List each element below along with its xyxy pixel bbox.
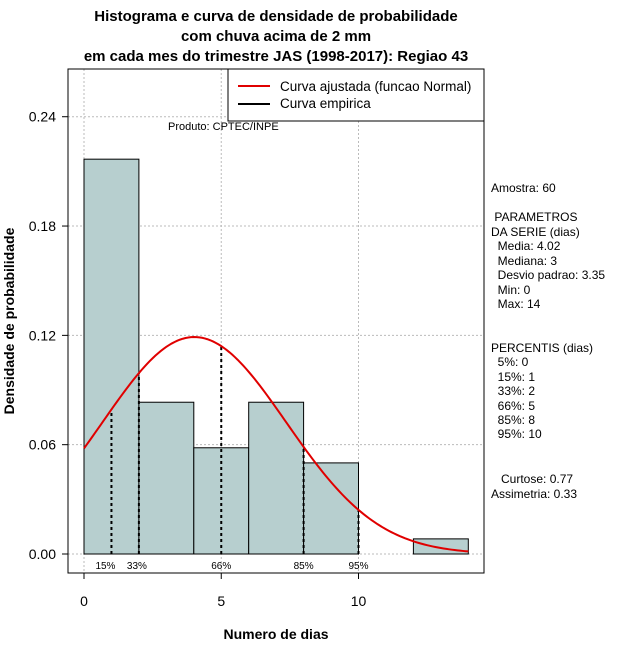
histogram-bars: [83, 158, 469, 555]
chart-title-line-3: em cada mes do trimestre JAS (1998-2017)…: [84, 48, 468, 65]
stat-line: Assimetria: 0.33: [491, 487, 577, 501]
stat-line: 33%: 2: [491, 384, 535, 398]
x-tick-label: 10: [351, 593, 367, 609]
normal-fit-curve: [83, 336, 469, 553]
y-axis-title: Densidade de probabilidade: [1, 227, 17, 414]
histogram-bar: [248, 401, 305, 555]
legend-label-empirical: Curva empirica: [280, 96, 371, 111]
percentile-label: 15%: [95, 561, 115, 572]
stat-line: Mediana: 3: [491, 254, 557, 268]
chart-title-line-1: Histograma e curva de densidade de proba…: [94, 8, 457, 25]
stat-line: Max: 14: [491, 297, 541, 311]
product-annotation: Produto: CPTEC/INPE: [168, 121, 279, 133]
stat-line: 5%: 0: [491, 355, 529, 369]
histogram-bar: [412, 538, 469, 555]
stat-line: Media: 4.02: [491, 239, 561, 253]
y-tick-label: 0.24: [29, 109, 56, 125]
stat-line: DA SERIE (dias): [491, 225, 580, 239]
percentile-label: 85%: [294, 561, 314, 572]
y-axis: 0.00 0.06 0.12 0.18 0.24: [29, 109, 68, 562]
stat-line: PARAMETROS: [491, 210, 577, 224]
chart-title-line-2: com chuva acima de 2 mm: [181, 28, 371, 45]
stat-line: 85%: 8: [491, 413, 535, 427]
histogram-bar: [83, 158, 140, 555]
x-tick-label: 5: [217, 593, 225, 609]
stat-line: Min: 0: [491, 283, 531, 297]
y-tick-label: 0.00: [29, 546, 56, 562]
x-tick-label: 0: [80, 593, 88, 609]
stat-line: Desvio padrao: 3.35: [491, 268, 605, 282]
histogram-bar: [138, 401, 195, 555]
percentile-markers: 15% 33% 66% 85% 95%: [95, 346, 369, 572]
stat-line: 95%: 10: [491, 427, 542, 441]
histogram-bar: [193, 447, 250, 555]
y-tick-label: 0.06: [29, 437, 56, 453]
stat-line: 66%: 5: [491, 399, 535, 413]
y-tick-label: 0.18: [29, 218, 56, 234]
percentile-label: 33%: [127, 561, 147, 572]
legend-label-normal: Curva ajustada (funcao Normal): [280, 79, 471, 94]
percentile-label: 66%: [211, 561, 231, 572]
percentile-label: 95%: [348, 561, 368, 572]
y-tick-label: 0.12: [29, 327, 56, 343]
stat-line: Curtose: 0.77: [491, 472, 573, 486]
stat-line: Amostra: 60: [491, 181, 556, 195]
legend-box: [227, 68, 485, 122]
stat-line: 15%: 1: [491, 370, 535, 384]
legend: Curva ajustada (funcao Normal) Curva emp…: [227, 68, 485, 122]
stat-line: PERCENTIS (dias): [491, 341, 593, 355]
x-axis: 0 5 10: [80, 573, 366, 609]
x-axis-title: Numero de dias: [223, 626, 328, 642]
histogram-bar: [303, 462, 360, 555]
